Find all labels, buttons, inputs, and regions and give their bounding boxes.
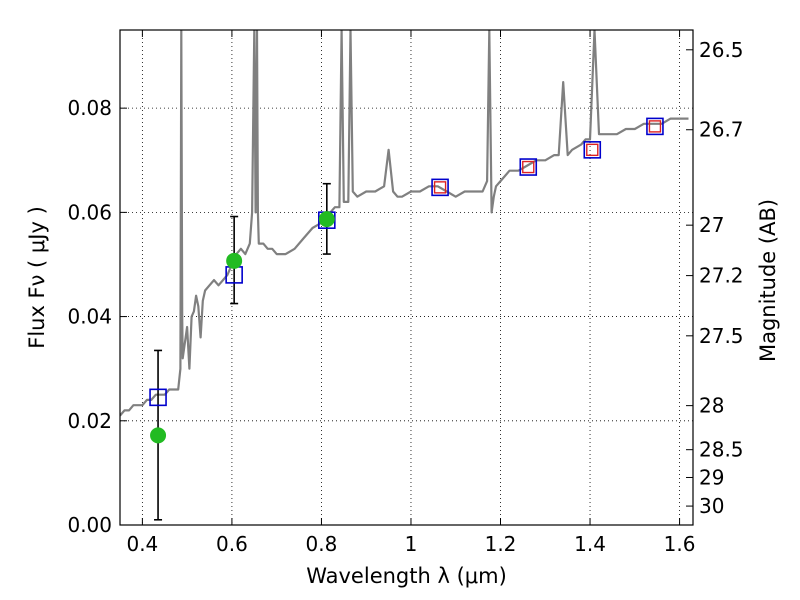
- y-tick-label: 0.08: [67, 96, 112, 120]
- model-square-red: [433, 181, 447, 194]
- model-square-blue: [431, 178, 449, 197]
- magnitude-tick-label: 26.7: [699, 118, 744, 142]
- photometry-point: [150, 427, 167, 444]
- grid: [120, 30, 693, 526]
- photometry-point: [318, 211, 335, 228]
- spectrum-series: [120, 30, 689, 417]
- magnitude-tick-label: 30: [699, 494, 724, 518]
- magnitude-tick-label: 26.5: [699, 38, 744, 62]
- x-axis-label: Wavelength λ (μm): [306, 564, 507, 588]
- magnitude-axis-label: Magnitude (AB): [756, 199, 780, 362]
- x-tick-label: 1: [405, 532, 418, 556]
- x-tick-label: 0.4: [126, 532, 158, 556]
- y-tick-label: 0.04: [67, 305, 112, 329]
- model-square-blue: [519, 158, 538, 176]
- model-square-blue: [583, 141, 602, 159]
- x-tick-label: 0.8: [306, 532, 338, 556]
- x-axis-ticks: 0.4 0.6 0.8 1 1.2 1.4 1.6: [126, 30, 695, 556]
- x-tick-label: 0.6: [216, 532, 248, 556]
- plot-frame: [119, 29, 694, 526]
- x-tick-label: 1.2: [485, 532, 517, 556]
- y-tick-label: 0.06: [67, 200, 112, 224]
- magnitude-tick-label: 27.2: [699, 264, 744, 288]
- y-axis-label: Flux Fν ( μJy ): [25, 206, 49, 349]
- markers: [149, 117, 664, 444]
- x-tick-label: 1.6: [664, 532, 696, 556]
- y-tick-label: 0.00: [67, 513, 112, 537]
- magnitude-tick-label: 27.5: [699, 324, 744, 348]
- model-square-blue: [149, 388, 167, 407]
- magnitude-axis-ticks: 26.5 26.7 27 27.2 27.5 28 28.5 29 30: [686, 38, 744, 518]
- y-axis-ticks: 0.00 0.02 0.04 0.06 0.08: [67, 96, 127, 537]
- photometry-point: [226, 252, 243, 269]
- magnitude-tick-label: 29: [699, 465, 724, 489]
- model-square-red: [522, 160, 535, 174]
- model-square-red: [648, 120, 662, 133]
- spectrum-line: [120, 30, 689, 417]
- model-square-blue: [646, 117, 664, 136]
- x-tick-label: 1.4: [574, 532, 606, 556]
- model-square-red: [586, 143, 599, 157]
- magnitude-tick-label: 28.5: [699, 438, 744, 462]
- magnitude-tick-label: 28: [699, 394, 724, 418]
- y-tick-label: 0.02: [67, 409, 112, 433]
- magnitude-tick-label: 27: [699, 213, 724, 237]
